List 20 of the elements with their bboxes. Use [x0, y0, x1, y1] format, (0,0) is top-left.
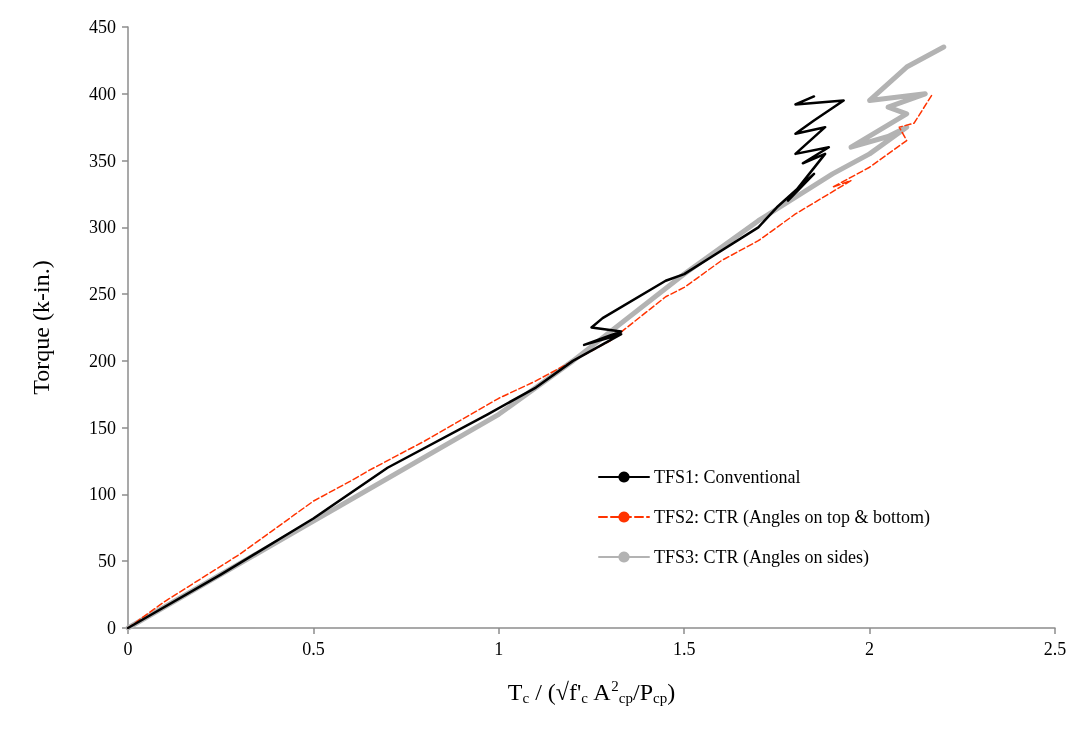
y-tick-label: 250 — [89, 284, 116, 305]
x-tick-label: 2.5 — [1043, 639, 1067, 659]
y-tick-label: 300 — [89, 217, 116, 238]
x-tick-label: 0.5 — [302, 639, 325, 659]
y-tick-label: 200 — [89, 350, 116, 371]
y-tick-label: 100 — [89, 484, 116, 505]
x-tick-label: 2 — [865, 639, 875, 659]
y-tick-label: 150 — [89, 417, 116, 438]
legend-label: TFS2: CTR (Angles on top & bottom) — [653, 507, 931, 528]
legend-label: TFS1: Conventional — [653, 467, 801, 487]
y-tick-label: 50 — [98, 551, 116, 572]
x-tick-label: 1.5 — [672, 639, 696, 659]
x-tick-label: 1 — [494, 639, 504, 659]
y-tick-label: 450 — [89, 17, 116, 37]
legend-label: TFS3: CTR (Angles on sides) — [653, 547, 869, 568]
y-axis-title: Torque (k-in.) — [28, 260, 54, 395]
y-tick-label: 400 — [89, 83, 116, 104]
x-tick-label: 0 — [123, 639, 133, 659]
y-tick-label: 0 — [107, 618, 116, 638]
y-tick-label: 350 — [89, 150, 116, 171]
